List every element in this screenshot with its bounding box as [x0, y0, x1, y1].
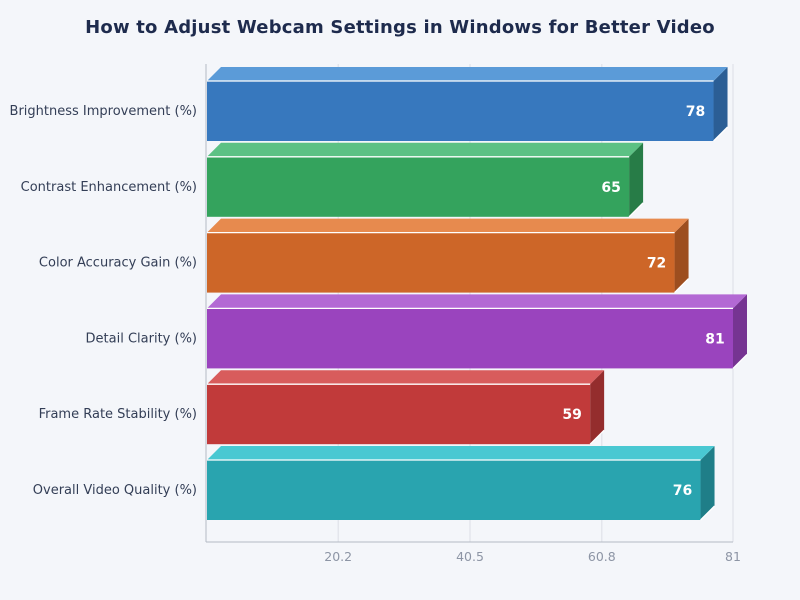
bar-value-label: 65	[601, 180, 620, 196]
bar	[207, 308, 733, 369]
bar	[207, 384, 591, 445]
bar-top-face	[207, 142, 644, 157]
bar	[207, 81, 714, 141]
bar-side-face	[629, 142, 644, 217]
bar	[207, 232, 675, 293]
category-label: Detail Clarity (%)	[86, 331, 197, 346]
bar	[207, 156, 630, 217]
category-label: Contrast Enhancement (%)	[21, 180, 197, 195]
bar-value-label: 81	[705, 331, 724, 347]
bar-edge-highlight	[674, 278, 690, 294]
x-tick-label: 60.8	[588, 549, 616, 564]
x-tick-label: 20.2	[324, 549, 352, 564]
bar-side-face	[590, 370, 605, 445]
category-label: Color Accuracy Gain (%)	[39, 256, 197, 271]
category-label: Brightness Improvement (%)	[10, 104, 197, 119]
bar-top-face	[207, 446, 715, 460]
bar	[207, 460, 701, 520]
bar-top-face	[207, 67, 728, 81]
bar-edge-highlight	[713, 126, 728, 142]
bar-edge-highlight	[589, 429, 605, 445]
bar-side-face	[700, 446, 715, 520]
bar-top-face	[207, 294, 747, 309]
bar-value-label: 76	[673, 483, 692, 499]
category-label: Overall Video Quality (%)	[33, 483, 197, 498]
category-label: Frame Rate Stability (%)	[39, 407, 197, 422]
bar-side-face	[713, 67, 728, 141]
bar-side-face	[674, 218, 689, 293]
chart-title: How to Adjust Webcam Settings in Windows…	[85, 17, 715, 38]
bar-side-face	[733, 294, 747, 369]
x-tick-label: 40.5	[456, 549, 484, 564]
bar-edge-highlight	[628, 202, 644, 218]
x-tick-label: 81	[725, 549, 741, 564]
bar-value-label: 59	[562, 407, 581, 423]
bar-edge-highlight	[732, 353, 748, 369]
bar-value-label: 78	[686, 104, 705, 120]
bar-top-face	[207, 218, 689, 233]
bar-value-label: 72	[647, 256, 666, 272]
bar-edge-highlight	[700, 505, 715, 521]
bar-top-face	[207, 370, 605, 385]
